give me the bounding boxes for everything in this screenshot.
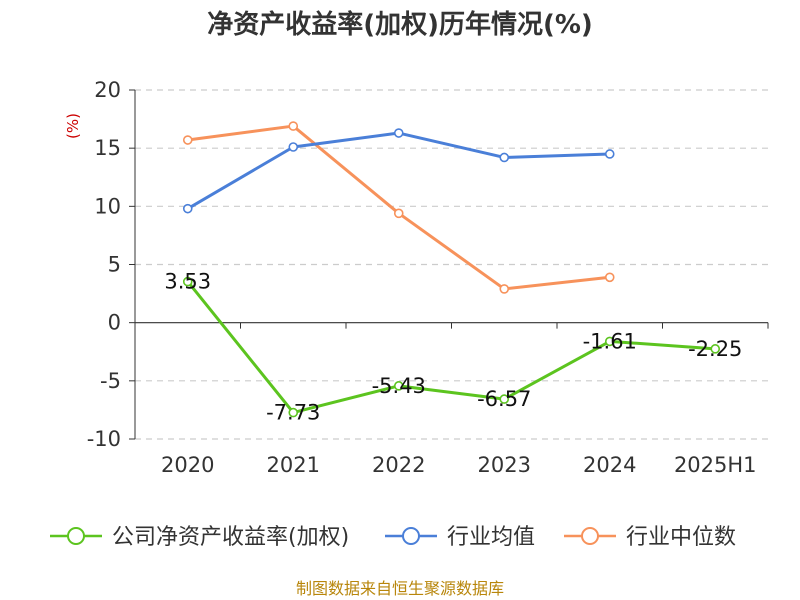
y-tick-label: -10 [87, 427, 121, 451]
source-note: 制图数据来自恒生聚源数据库 [296, 579, 504, 598]
y-axis-unit: (%) [64, 113, 82, 139]
x-tick-label: 2020 [161, 453, 214, 477]
legend: 公司净资产收益率(加权) 行业均值 行业中位数 [50, 525, 736, 550]
x-axis: 2020 2021 2022 2023 2024 2025H1 [134, 322, 769, 477]
legend-label: 行业中位数 [626, 525, 736, 550]
series-layer [182, 121, 721, 418]
y-tick-label: 0 [108, 311, 121, 335]
series-line [186, 280, 716, 415]
legend-marker [402, 527, 420, 545]
series-point [288, 407, 299, 418]
series-point [499, 284, 510, 294]
data-label: -2.25 [688, 337, 742, 361]
x-tick-label: 2021 [267, 453, 320, 477]
chart-title: 净资产收益率(加权)历年情况(%) [207, 9, 593, 40]
grid-lines [135, 89, 768, 440]
series-point [393, 208, 404, 219]
y-axis: 20 15 10 5 0 -5 -10 [87, 78, 136, 451]
y-tick-label: 20 [94, 78, 121, 102]
data-labels: 3.53 -7.73 -5.43 -6.57 -1.61 -2.25 [164, 270, 742, 425]
legend-label: 公司净资产收益率(加权) [112, 525, 349, 550]
series-point [710, 344, 721, 354]
series-point [499, 394, 510, 404]
series-point [604, 272, 615, 283]
series-point [182, 203, 193, 214]
data-label: -7.73 [266, 401, 320, 425]
y-tick-label: 5 [108, 253, 121, 277]
series-point [288, 121, 299, 131]
legend-label: 行业均值 [447, 525, 535, 550]
series-line [186, 131, 610, 210]
y-tick-label: 10 [94, 194, 121, 218]
x-tick-label: 2024 [583, 453, 636, 477]
x-tick-label: 2023 [478, 453, 531, 477]
series-point [604, 336, 615, 347]
series-point [393, 128, 404, 138]
data-label: -1.61 [583, 329, 637, 353]
x-tick-label: 2025H1 [674, 453, 757, 477]
legend-marker [581, 527, 599, 545]
series-point [182, 135, 193, 145]
y-tick-label: 15 [94, 136, 121, 160]
series-point [288, 142, 299, 152]
data-label: 3.53 [164, 270, 211, 294]
x-tick-label: 2022 [372, 453, 425, 477]
data-label: -5.43 [372, 374, 426, 398]
series-point [393, 381, 404, 391]
data-label: -6.57 [477, 387, 531, 411]
legend-marker [67, 527, 85, 545]
series-point [182, 276, 193, 287]
series-point [604, 149, 615, 159]
y-tick-label: -5 [100, 369, 121, 393]
series-point [499, 152, 510, 163]
